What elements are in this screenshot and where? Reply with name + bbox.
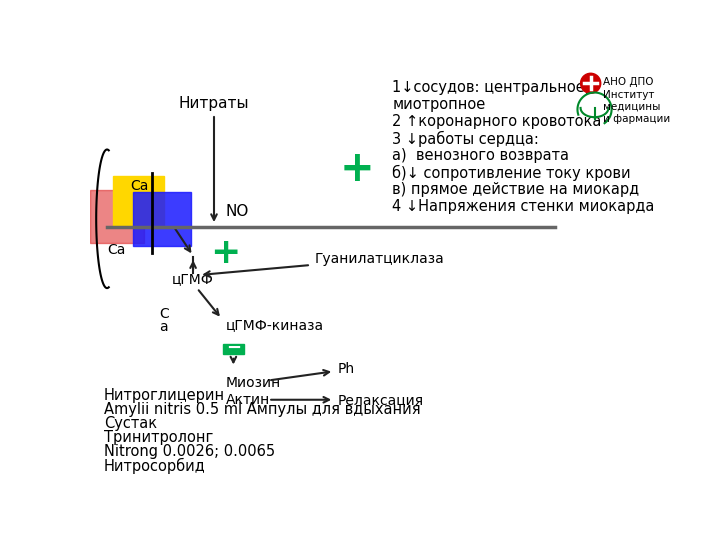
Text: 2 ↑коронарного кровотока: 2 ↑коронарного кровотока bbox=[392, 114, 602, 129]
Text: Гуанилатциклаза: Гуанилатциклаза bbox=[315, 252, 444, 266]
Text: NO: NO bbox=[225, 204, 249, 219]
Text: 4 ↓Напряжения стенки миокарда: 4 ↓Напряжения стенки миокарда bbox=[392, 199, 654, 214]
Text: а)  венозного возврата: а) венозного возврата bbox=[392, 148, 570, 163]
Text: б)↓ сопротивление току крови: б)↓ сопротивление току крови bbox=[392, 165, 631, 181]
Text: Нитраты: Нитраты bbox=[179, 96, 249, 111]
Bar bbox=[222, 343, 244, 354]
Text: +: + bbox=[340, 148, 374, 190]
Text: Ph: Ph bbox=[338, 362, 355, 376]
Text: 3 ↓работы сердца:: 3 ↓работы сердца: bbox=[392, 131, 539, 147]
Text: Amylii nitris 0.5 ml Ампулы для вдыхания: Amylii nitris 0.5 ml Ампулы для вдыхания bbox=[104, 402, 420, 417]
Text: +: + bbox=[210, 237, 240, 271]
Text: Сустак: Сустак bbox=[104, 416, 157, 431]
Bar bbox=[132, 192, 191, 246]
Text: Ca: Ca bbox=[107, 242, 125, 256]
Text: −: − bbox=[226, 339, 241, 357]
Text: в) прямое действие на миокард: в) прямое действие на миокард bbox=[392, 182, 639, 197]
Text: цГМФ-киназа: цГМФ-киназа bbox=[225, 318, 324, 332]
Text: Актин: Актин bbox=[225, 393, 270, 407]
Text: С: С bbox=[158, 307, 168, 321]
Text: 1↓сосудов: центральное,: 1↓сосудов: центральное, bbox=[392, 80, 590, 95]
Circle shape bbox=[580, 73, 600, 93]
Text: Нитросорбид: Нитросорбид bbox=[104, 457, 206, 474]
Text: Нитроглицерин: Нитроглицерин bbox=[104, 388, 225, 403]
Text: Ca: Ca bbox=[130, 179, 148, 193]
Text: Nitrong 0.0026; 0.0065: Nitrong 0.0026; 0.0065 bbox=[104, 444, 275, 458]
Bar bbox=[113, 177, 163, 226]
Text: Тринитролонг: Тринитролонг bbox=[104, 430, 213, 445]
Text: Миозин: Миозин bbox=[225, 376, 281, 390]
Text: Релаксация: Релаксация bbox=[338, 393, 424, 407]
Text: миотропное: миотропное bbox=[392, 97, 485, 112]
Text: а: а bbox=[159, 320, 168, 334]
Text: цГМФ: цГМФ bbox=[171, 272, 213, 286]
Text: АНО ДПО
Институт
медицины
и фармации: АНО ДПО Институт медицины и фармации bbox=[603, 77, 670, 124]
Bar bbox=[90, 190, 144, 244]
